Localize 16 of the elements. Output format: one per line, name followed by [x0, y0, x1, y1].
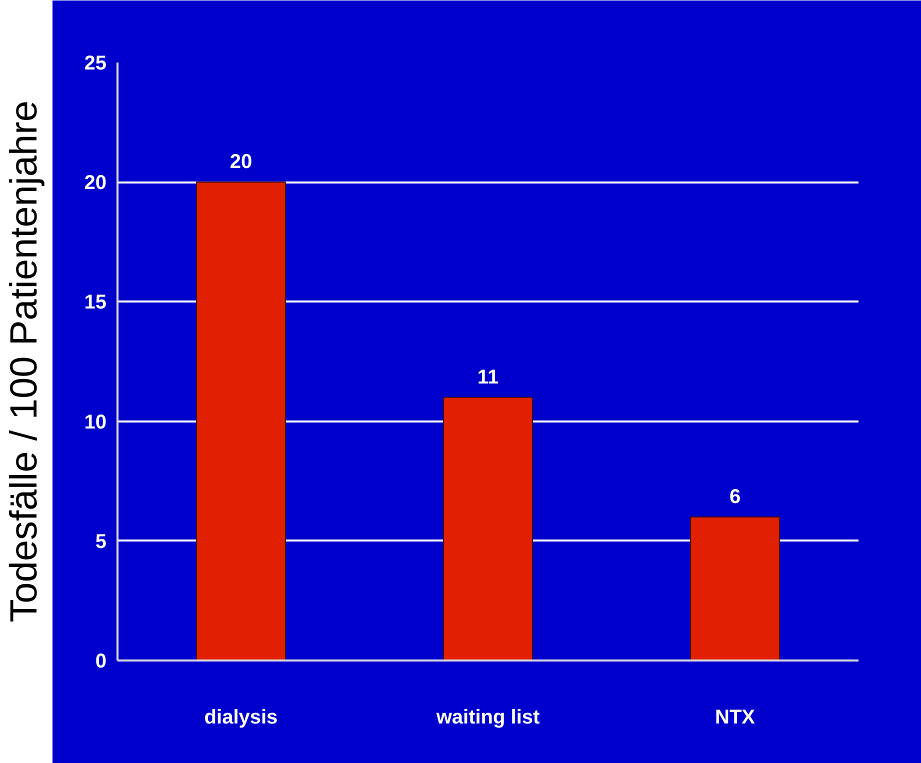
x-tick-label: waiting list	[435, 706, 540, 728]
x-tick-label: NTX	[715, 706, 756, 728]
data-label: 20	[230, 151, 252, 174]
bar	[443, 396, 533, 660]
bar	[196, 182, 286, 660]
y-tick-label: 25	[84, 52, 107, 74]
data-label: 11	[477, 366, 499, 388]
y-axis-title: Todesfälle / 100 Patientenjahre	[4, 100, 46, 622]
y-tick-label: 20	[84, 172, 107, 194]
x-tick-label: dialysis	[204, 706, 278, 728]
y-tick-label: 10	[84, 411, 107, 434]
y-tick-label: 5	[95, 530, 106, 553]
y-tick-label: 0	[95, 650, 106, 672]
y-tick-label: 15	[84, 292, 107, 314]
data-label: 6	[729, 486, 741, 508]
bar	[690, 516, 780, 660]
